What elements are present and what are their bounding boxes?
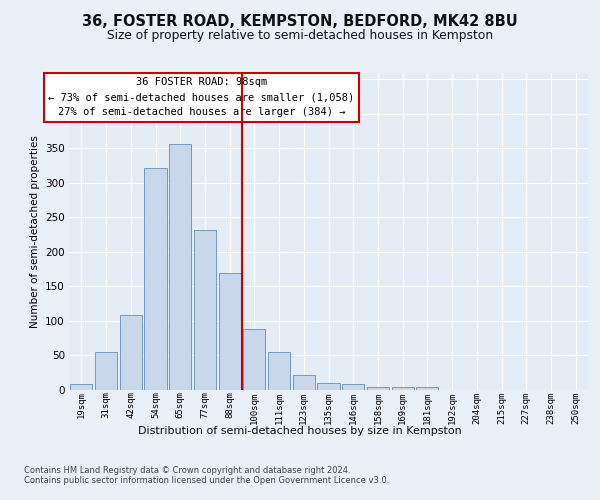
Bar <box>293 375 315 390</box>
Bar <box>392 386 414 390</box>
Bar <box>416 387 439 390</box>
Bar <box>268 352 290 390</box>
Bar <box>194 230 216 390</box>
Bar <box>95 352 117 390</box>
Text: Size of property relative to semi-detached houses in Kempston: Size of property relative to semi-detach… <box>107 29 493 42</box>
Y-axis label: Number of semi-detached properties: Number of semi-detached properties <box>29 135 40 328</box>
Text: 36, FOSTER ROAD, KEMPSTON, BEDFORD, MK42 8BU: 36, FOSTER ROAD, KEMPSTON, BEDFORD, MK42… <box>82 14 518 29</box>
Bar <box>367 386 389 390</box>
Text: Contains public sector information licensed under the Open Government Licence v3: Contains public sector information licen… <box>24 476 389 485</box>
Bar <box>317 383 340 390</box>
Text: Distribution of semi-detached houses by size in Kempston: Distribution of semi-detached houses by … <box>138 426 462 436</box>
Bar <box>342 384 364 390</box>
Bar <box>145 168 167 390</box>
Bar <box>243 330 265 390</box>
Bar <box>70 384 92 390</box>
Text: 36 FOSTER ROAD: 98sqm
← 73% of semi-detached houses are smaller (1,058)
27% of s: 36 FOSTER ROAD: 98sqm ← 73% of semi-deta… <box>48 78 355 117</box>
Bar <box>169 144 191 390</box>
Bar <box>218 272 241 390</box>
Text: Contains HM Land Registry data © Crown copyright and database right 2024.: Contains HM Land Registry data © Crown c… <box>24 466 350 475</box>
Bar <box>119 316 142 390</box>
